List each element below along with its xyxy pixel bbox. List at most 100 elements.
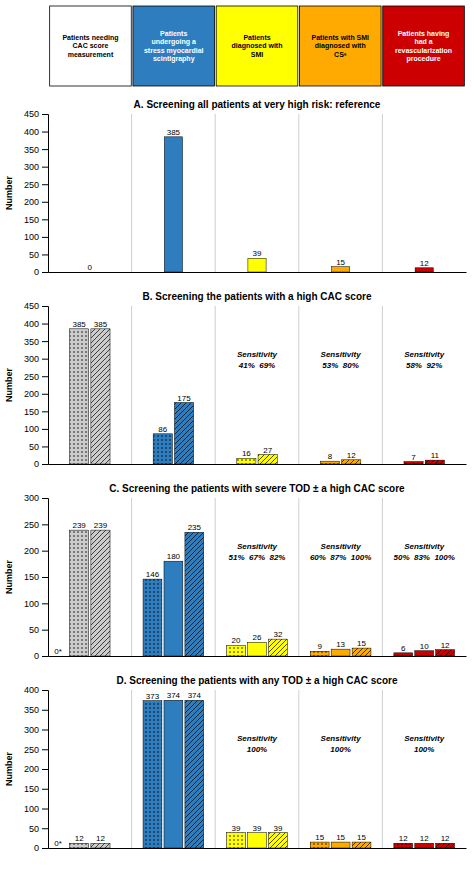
y-axis-title: Number xyxy=(4,752,14,787)
bar xyxy=(331,842,350,848)
bar xyxy=(394,653,413,656)
annotation: 100% xyxy=(247,745,267,754)
bar xyxy=(331,649,350,656)
header-label: Patients needingCAC scoremeasurement xyxy=(62,34,118,58)
y-tick-label: 0 xyxy=(34,267,39,277)
annotation: Sensitivity xyxy=(237,350,278,359)
annotation: 0* xyxy=(54,647,62,656)
y-tick-mark xyxy=(42,306,48,307)
header-label-line: revascularization xyxy=(395,47,452,54)
header-label-line: Patients xyxy=(160,30,187,37)
panel-title: B. Screening the patients with a high CA… xyxy=(143,291,372,302)
y-tick: 350 xyxy=(24,705,48,715)
bar xyxy=(310,651,329,656)
data-label: 11 xyxy=(431,451,440,460)
y-tick: 250 xyxy=(24,180,48,190)
y-tick: 150 xyxy=(24,572,48,582)
y-tick: 150 xyxy=(24,784,48,794)
y-tick: 150 xyxy=(24,215,48,225)
y-tick: 400 xyxy=(24,685,48,695)
y-tick-label: 150 xyxy=(24,572,39,582)
y-tick-label: 300 xyxy=(24,354,39,364)
y-tick: 350 xyxy=(24,336,48,346)
data-label: 13 xyxy=(336,640,345,649)
y-tick: 300 xyxy=(24,493,48,503)
bars xyxy=(164,137,433,272)
y-tick-mark xyxy=(42,237,48,238)
y-tick-mark xyxy=(42,149,48,150)
group-divider xyxy=(215,306,216,464)
group-divider xyxy=(298,114,299,272)
annotation: Sensitivity xyxy=(404,734,445,743)
panel-title: C. Screening the patients with severe TO… xyxy=(109,483,405,494)
bar xyxy=(70,329,89,464)
bar xyxy=(185,532,204,656)
header-label-line: Patients needing xyxy=(62,34,118,42)
data-labels: 385385861751627812711 xyxy=(72,320,439,462)
header-label-line: undergoing a xyxy=(152,38,196,46)
data-label: 39 xyxy=(232,824,241,833)
data-label: 373 xyxy=(146,692,160,701)
header-box xyxy=(50,6,132,86)
group-divider xyxy=(215,114,216,272)
group-divider xyxy=(298,306,299,464)
header-label: Patientsdiagnosed withSMI xyxy=(232,34,283,58)
y-tick: 0 xyxy=(34,267,48,277)
bar xyxy=(174,403,193,464)
y-tick: 200 xyxy=(24,546,48,556)
data-label: 15 xyxy=(336,833,345,842)
y-tick: 300 xyxy=(24,354,48,364)
y-tick-label: 200 xyxy=(24,764,39,774)
y-tick-label: 50 xyxy=(29,442,39,452)
y-tick-mark xyxy=(42,359,48,360)
bar xyxy=(164,561,183,656)
y-tick-label: 0 xyxy=(34,651,39,661)
y-tick: 250 xyxy=(24,745,48,755)
bar xyxy=(394,843,413,848)
y-tick-label: 0 xyxy=(34,843,39,853)
bar xyxy=(331,267,349,272)
y-tick-mark xyxy=(42,848,48,849)
y-tick: 300 xyxy=(24,725,48,735)
y-tick: 100 xyxy=(24,424,48,434)
y-tick-label: 100 xyxy=(24,599,39,609)
data-label: 239 xyxy=(72,521,86,530)
bar xyxy=(404,462,423,464)
y-tick-mark xyxy=(42,464,48,465)
y-tick-label: 100 xyxy=(24,804,39,814)
annotation: 0* xyxy=(54,839,62,848)
y-tick: 100 xyxy=(24,804,48,814)
data-label: 239 xyxy=(94,521,108,530)
data-label: 16 xyxy=(242,449,251,458)
bar xyxy=(415,268,433,272)
panel: B. Screening the patients with a high CA… xyxy=(4,291,467,469)
y-tick-mark xyxy=(42,324,48,325)
y-tick-label: 250 xyxy=(24,372,39,382)
data-label: 180 xyxy=(167,552,181,561)
data-label: 385 xyxy=(72,320,86,329)
y-tick-mark xyxy=(42,446,48,447)
annotations: 0*Sensitivity51% 67% 82%Sensitivity60% 8… xyxy=(54,542,455,656)
bar xyxy=(91,530,110,656)
y-tick: 50 xyxy=(29,250,48,260)
data-label: 146 xyxy=(146,570,160,579)
group-divider xyxy=(382,498,383,656)
y-tick-mark xyxy=(42,710,48,711)
header-label: Patientsundergoing astress myocardialsci… xyxy=(144,30,204,63)
annotation: 53% 80% xyxy=(322,361,358,370)
y-tick-mark xyxy=(42,132,48,133)
panel: D. Screening the patients with any TOD ±… xyxy=(4,675,467,853)
header-label: Patients with SMIdiagnosed withCSᵃ xyxy=(311,34,369,58)
bar xyxy=(248,642,267,656)
annotation: Sensitivity xyxy=(237,734,278,743)
header-label-line: diagnosed with xyxy=(315,42,366,50)
header-label-line: had a xyxy=(414,38,432,45)
data-label: 7 xyxy=(411,453,416,462)
bar xyxy=(143,579,162,656)
y-tick-mark xyxy=(42,809,48,810)
data-label: 12 xyxy=(75,834,84,843)
panel: A. Screening all patients at very high r… xyxy=(4,99,467,277)
y-tick-mark xyxy=(42,828,48,829)
bar xyxy=(258,455,277,464)
y-tick-label: 50 xyxy=(29,824,39,834)
